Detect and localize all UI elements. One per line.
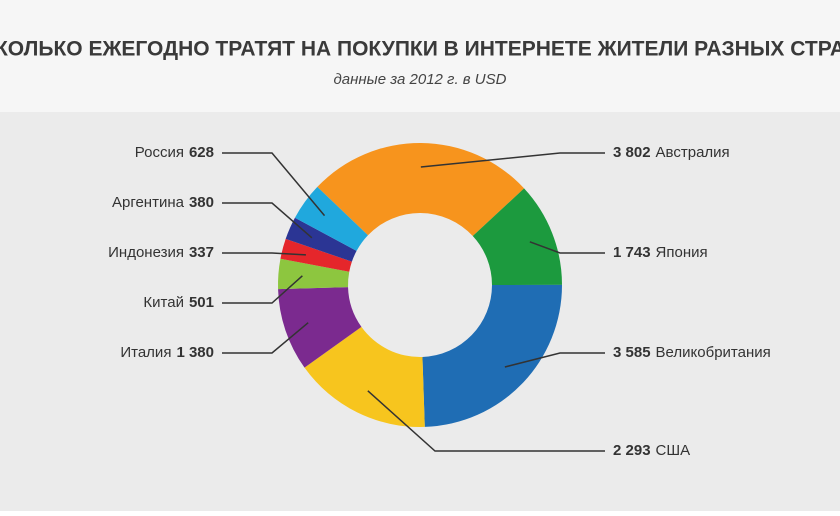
value-label: 337 — [189, 244, 214, 261]
chart-subtitle: данные за 2012 г. в USD — [334, 71, 507, 88]
leader-line — [222, 252, 306, 256]
header-band — [0, 0, 840, 112]
data-label: 3 802 Австралия — [613, 144, 730, 161]
category-label: Великобритания — [656, 344, 771, 361]
leader-line — [222, 322, 309, 354]
leader-line — [222, 275, 303, 304]
donut-slice — [278, 287, 362, 368]
chart-title: СКОЛЬКО ЕЖЕГОДНО ТРАТЯТ НА ПОКУПКИ В ИНТ… — [0, 38, 840, 61]
category-label: Италия — [120, 344, 171, 361]
donut-slice — [304, 326, 425, 427]
value-label: 3 802 — [613, 144, 651, 161]
leader-line — [529, 241, 605, 254]
data-label: 1 743 Япония — [613, 244, 708, 261]
donut-slice — [472, 188, 562, 285]
category-label: Австралия — [656, 144, 730, 161]
value-label: 2 293 — [613, 442, 651, 459]
donut-slice — [317, 142, 525, 237]
value-label: 1 743 — [613, 244, 651, 261]
category-label: Аргентина — [112, 194, 185, 211]
category-label: Индонезия — [108, 244, 184, 261]
data-label: Россия 628 — [135, 144, 214, 161]
value-label: 3 585 — [613, 344, 651, 361]
value-label: 501 — [189, 294, 214, 311]
data-label: Индонезия 337 — [108, 244, 214, 261]
leader-line — [222, 202, 313, 239]
category-label: Китай — [143, 294, 184, 311]
data-label: Италия 1 380 — [120, 344, 214, 361]
data-label: Аргентина 380 — [112, 194, 214, 211]
category-label: США — [656, 442, 691, 459]
data-label: Китай 501 — [143, 294, 214, 311]
data-label: 3 585 Великобритания — [613, 344, 771, 361]
category-label: Россия — [135, 144, 184, 161]
leader-line — [420, 152, 605, 168]
leader-line — [222, 152, 326, 217]
category-label: Япония — [656, 244, 708, 261]
value-label: 628 — [189, 144, 214, 161]
donut-slice — [280, 238, 352, 272]
leader-line — [367, 390, 605, 452]
donut-slice — [422, 284, 563, 427]
value-label: 1 380 — [176, 344, 214, 361]
data-label: 2 293 США — [613, 442, 690, 459]
donut-slice — [285, 217, 357, 262]
leader-line — [504, 352, 605, 368]
value-label: 380 — [189, 194, 214, 211]
